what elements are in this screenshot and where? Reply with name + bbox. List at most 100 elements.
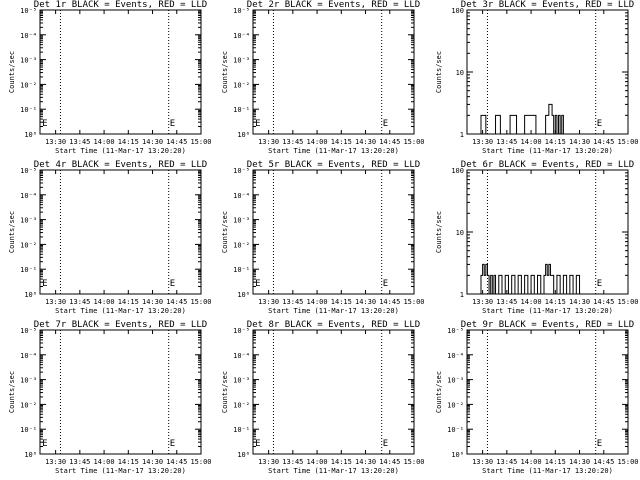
x-tick-label: 14:30 [142, 298, 163, 306]
y-tick-label: 10⁻⁵ [20, 167, 37, 175]
y-tick-label: 10⁻² [447, 401, 464, 409]
event-marker: E [383, 119, 388, 129]
y-tick-label: 100 [451, 167, 464, 175]
y-tick-label: 10⁻³ [233, 217, 250, 225]
panel-det-3: Det 3r BLACK = Events, RED = LLD 13:30 13:… [435, 0, 639, 155]
plot-frame [39, 169, 202, 295]
x-tick-label: 14:45 [593, 138, 614, 146]
x-tick-label: 14:00 [307, 138, 328, 146]
panel-title: Det 8r BLACK = Events, RED = LLD [247, 320, 420, 330]
panel-det-4: Det 4r BLACK = Events, RED = LLD 13:30 13:… [8, 160, 212, 315]
y-tick-label: 10 [456, 229, 464, 237]
panel-title: Det 9r BLACK = Events, RED = LLD [461, 320, 634, 330]
y-axis-label: Counts/sec [8, 371, 16, 413]
x-tick-label: 14:45 [593, 458, 614, 466]
y-tick-label: 10⁰ [237, 291, 250, 299]
x-tick-label: 13:45 [69, 458, 90, 466]
x-tick-label: 14:45 [166, 138, 187, 146]
y-tick-label: 10⁻² [20, 241, 37, 249]
x-tick-label: 14:30 [355, 138, 376, 146]
x-tick-label: 14:45 [166, 458, 187, 466]
plot-frame [39, 329, 202, 455]
x-tick-label: 13:30 [45, 138, 66, 146]
x-tick-label: 14:30 [142, 458, 163, 466]
x-tick-label: 15:00 [617, 458, 638, 466]
x-tick-label: 14:15 [118, 138, 139, 146]
event-marker: E [170, 439, 175, 449]
plot-frame [252, 169, 415, 295]
x-axis-label: Start Time (11-Mar-17 13:20:20) [268, 467, 399, 475]
y-axis-label: Counts/sec [221, 211, 229, 253]
event-marker: E [255, 119, 260, 129]
y-tick-label: 10⁰ [24, 131, 37, 139]
x-tick-label: 14:00 [307, 458, 328, 466]
x-tick-label: 14:00 [307, 298, 328, 306]
x-tick-label: 14:30 [355, 458, 376, 466]
y-tick-label: 10⁻⁵ [233, 327, 250, 335]
x-tick-label: 13:30 [472, 458, 493, 466]
x-tick-label: 13:30 [45, 298, 66, 306]
panel-title: Det 2r BLACK = Events, RED = LLD [247, 0, 420, 10]
x-tick-label: 14:00 [521, 458, 542, 466]
x-axis-label: Start Time (11-Mar-17 13:20:20) [268, 147, 399, 155]
x-tick-label: 14:30 [569, 138, 590, 146]
y-tick-label: 10⁻¹ [233, 426, 250, 434]
x-tick-label: 13:45 [282, 138, 303, 146]
x-tick-label: 14:45 [379, 458, 400, 466]
y-tick-label: 10⁻² [20, 81, 37, 89]
x-tick-label: 15:00 [190, 138, 211, 146]
y-axis-label: Counts/sec [221, 371, 229, 413]
event-marker: E [383, 279, 388, 289]
x-tick-label: 14:15 [118, 458, 139, 466]
x-tick-label: 13:30 [258, 458, 279, 466]
x-tick-label: 14:45 [379, 298, 400, 306]
x-tick-label: 15:00 [617, 298, 638, 306]
y-tick-label: 10 [456, 69, 464, 77]
x-tick-label: 14:15 [545, 458, 566, 466]
x-tick-label: 14:30 [569, 458, 590, 466]
x-tick-label: 14:30 [355, 298, 376, 306]
y-tick-label: 100 [451, 7, 464, 15]
plot-frame [252, 9, 415, 135]
y-tick-label: 10⁻¹ [233, 106, 250, 114]
x-axis-label: Start Time (11-Mar-17 13:20:20) [55, 147, 186, 155]
y-tick-label: 10⁻³ [20, 57, 37, 65]
y-tick-label: 10⁻⁴ [447, 352, 464, 360]
x-tick-label: 14:15 [545, 138, 566, 146]
events-trace [467, 263, 628, 295]
y-tick-label: 10⁻² [233, 241, 250, 249]
x-tick-label: 14:15 [331, 298, 352, 306]
event-marker: E [42, 439, 47, 449]
plot-frame [466, 329, 629, 455]
event-marker: E [255, 439, 260, 449]
y-tick-label: 10⁻⁴ [233, 32, 250, 40]
y-tick-label: 10⁻⁴ [20, 192, 37, 200]
y-tick-label: 10⁰ [24, 291, 37, 299]
event-marker: E [597, 279, 602, 289]
y-tick-label: 1 [460, 131, 464, 139]
events-trace [467, 103, 628, 135]
event-marker: E [42, 279, 47, 289]
x-tick-label: 14:15 [545, 298, 566, 306]
y-tick-label: 10⁰ [237, 451, 250, 459]
panel-title: Det 3r BLACK = Events, RED = LLD [461, 0, 634, 10]
y-tick-label: 1 [460, 291, 464, 299]
y-tick-label: 10⁻⁵ [233, 167, 250, 175]
x-tick-label: 15:00 [403, 298, 424, 306]
y-tick-label: 10⁻³ [20, 217, 37, 225]
panel-title: Det 4r BLACK = Events, RED = LLD [34, 160, 207, 170]
y-tick-label: 10⁰ [451, 451, 464, 459]
event-marker: E [42, 119, 47, 129]
y-tick-label: 10⁻¹ [233, 266, 250, 274]
panel-title: Det 5r BLACK = Events, RED = LLD [247, 160, 420, 170]
panel-title: Det 7r BLACK = Events, RED = LLD [34, 320, 207, 330]
y-tick-label: 10⁻⁴ [233, 192, 250, 200]
x-tick-label: 14:45 [166, 298, 187, 306]
y-tick-label: 10⁻³ [233, 377, 250, 385]
panel-det-5: Det 5r BLACK = Events, RED = LLD 13:30 13:… [221, 160, 425, 315]
x-tick-label: 13:30 [258, 298, 279, 306]
panel-det-8: Det 8r BLACK = Events, RED = LLD 13:30 13:… [221, 320, 425, 475]
plot-frame [39, 9, 202, 135]
event-marker: E [255, 279, 260, 289]
x-tick-label: 13:45 [496, 458, 517, 466]
